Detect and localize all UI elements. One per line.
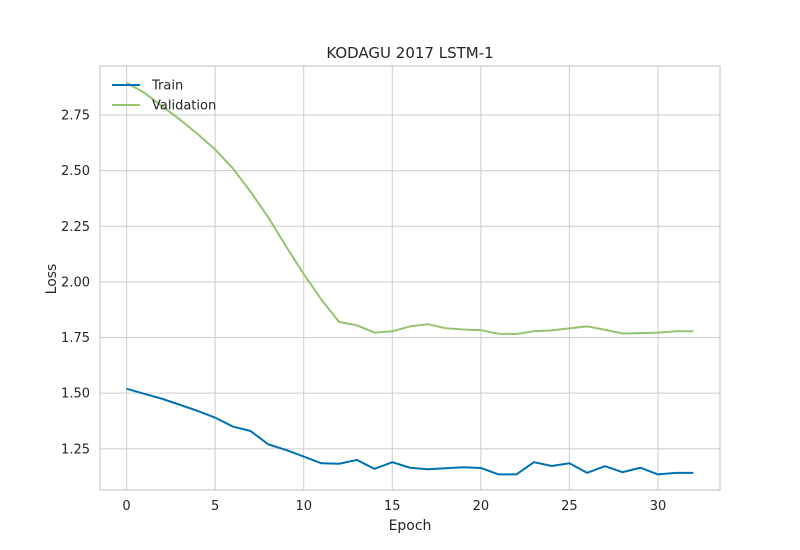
- plot-frame: [99, 65, 721, 491]
- x-tick-label: 25: [561, 499, 578, 514]
- y-tick-label: 1.75: [61, 331, 90, 346]
- series-line-validation: [126, 81, 694, 335]
- legend: Train Validation: [112, 79, 216, 114]
- y-tick-label: 1.50: [61, 387, 90, 402]
- x-tick-label: 0: [122, 499, 130, 514]
- grid-lines: [100, 66, 720, 490]
- x-tick-label: 30: [650, 499, 667, 514]
- x-tick-label: 20: [473, 499, 490, 514]
- x-tick-labels: 0 5 10 15 20 25 30: [122, 499, 666, 514]
- chart-title: KODAGU 2017 LSTM-1: [326, 44, 493, 62]
- plot-area: [100, 66, 720, 490]
- x-tick-label: 5: [211, 499, 219, 514]
- y-tick-label: 2.75: [61, 108, 90, 123]
- x-axis-label: Epoch: [389, 518, 432, 534]
- x-tick-label: 15: [384, 499, 401, 514]
- y-axis-label: Loss: [44, 264, 60, 295]
- legend-label-train: Train: [151, 79, 183, 94]
- x-tick-label: 10: [295, 499, 312, 514]
- legend-label-validation: Validation: [152, 99, 216, 114]
- y-tick-label: 2.25: [61, 220, 90, 235]
- y-tick-label: 1.25: [61, 442, 90, 457]
- y-tick-labels: 1.25 1.50 1.75 2.00 2.25 2.50 2.75: [61, 108, 90, 457]
- y-tick-label: 2.50: [61, 164, 90, 179]
- series-line-train: [126, 387, 694, 476]
- y-tick-label: 2.00: [61, 275, 90, 290]
- series-group: [126, 81, 694, 476]
